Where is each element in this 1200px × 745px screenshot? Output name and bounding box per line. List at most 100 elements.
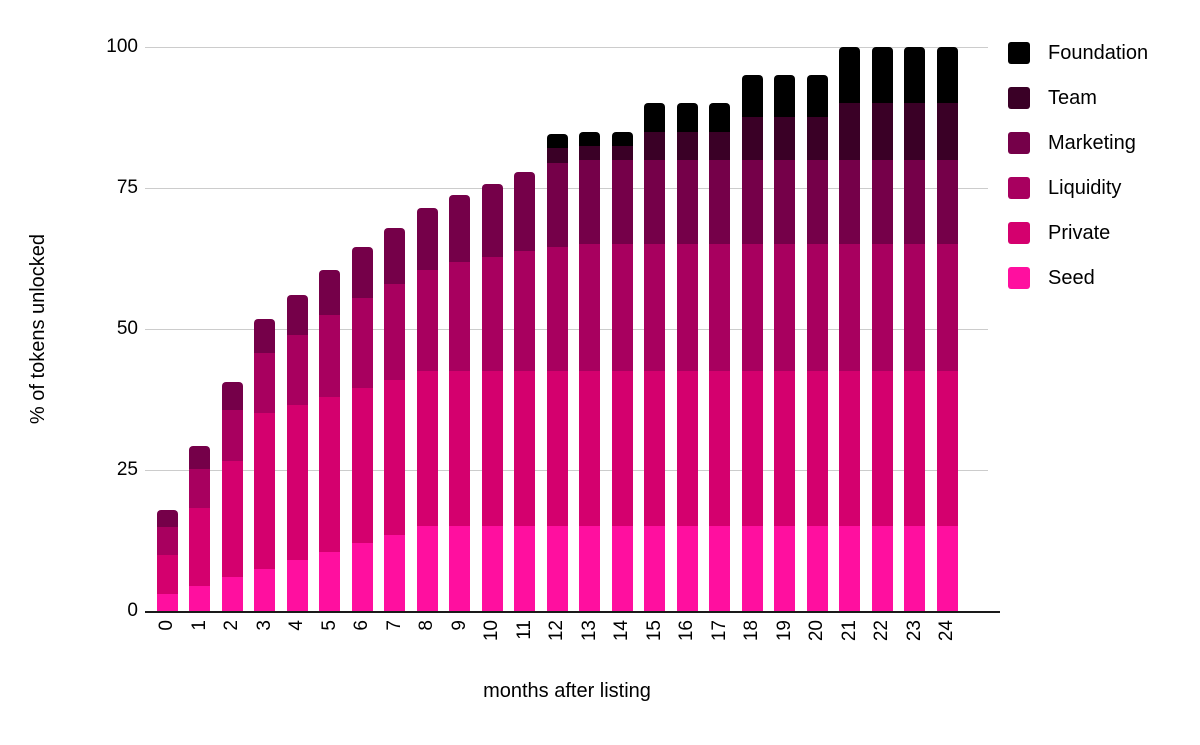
bar-segment-private[interactable] (871, 371, 893, 527)
bar-segment-marketing[interactable] (839, 159, 860, 245)
legend-item-seed[interactable]: Seed (1008, 266, 1095, 290)
bar-segment-liquidity[interactable] (351, 297, 373, 389)
bar-segment-private[interactable] (449, 371, 470, 527)
bar-segment-team[interactable] (936, 103, 958, 160)
bar-segment-marketing[interactable] (156, 510, 178, 527)
bar-segment-team[interactable] (611, 145, 633, 160)
bar-segment-marketing[interactable] (871, 159, 893, 245)
bar-segment-seed[interactable] (774, 526, 795, 611)
bar-segment-seed[interactable] (351, 543, 373, 611)
bar-segment-marketing[interactable] (741, 159, 763, 245)
bar-segment-liquidity[interactable] (806, 244, 828, 372)
bar-segment-seed[interactable] (741, 526, 763, 611)
bar-segment-foundation[interactable] (546, 134, 568, 149)
bar-segment-foundation[interactable] (741, 75, 763, 118)
bar-segment-team[interactable] (676, 131, 698, 160)
bar-segment-team[interactable] (774, 117, 795, 160)
bar-segment-private[interactable] (774, 371, 795, 527)
bar-segment-team[interactable] (871, 103, 893, 160)
bar-segment-marketing[interactable] (481, 183, 503, 257)
bar-segment-team[interactable] (806, 117, 828, 160)
bar-segment-marketing[interactable] (449, 194, 470, 263)
bar-segment-seed[interactable] (416, 526, 438, 611)
bar-segment-private[interactable] (514, 371, 535, 527)
bar-segment-marketing[interactable] (579, 159, 600, 245)
bar-segment-liquidity[interactable] (774, 244, 795, 372)
bar-segment-foundation[interactable] (579, 131, 600, 146)
bar-segment-private[interactable] (936, 371, 958, 527)
legend-item-marketing[interactable]: Marketing (1008, 131, 1136, 155)
bar-segment-seed[interactable] (189, 585, 210, 611)
bar-segment-marketing[interactable] (709, 159, 730, 245)
bar-segment-marketing[interactable] (189, 446, 210, 469)
bar-segment-liquidity[interactable] (676, 244, 698, 372)
bar-segment-seed[interactable] (806, 526, 828, 611)
bar-segment-liquidity[interactable] (481, 256, 503, 372)
bar-segment-liquidity[interactable] (384, 283, 405, 380)
bar-segment-seed[interactable] (904, 526, 925, 611)
bar-segment-marketing[interactable] (319, 269, 340, 315)
bar-segment-team[interactable] (546, 148, 568, 163)
bar-segment-private[interactable] (741, 371, 763, 527)
bar-segment-seed[interactable] (546, 526, 568, 611)
bar-month-19[interactable] (774, 75, 795, 611)
bar-segment-seed[interactable] (936, 526, 958, 611)
bar-segment-team[interactable] (904, 103, 925, 160)
bar-segment-marketing[interactable] (384, 227, 405, 284)
bar-month-8[interactable] (416, 207, 438, 611)
bar-segment-private[interactable] (481, 371, 503, 527)
bar-month-12[interactable] (546, 134, 568, 611)
bar-segment-seed[interactable] (286, 560, 308, 611)
bar-segment-seed[interactable] (384, 534, 405, 611)
bar-month-16[interactable] (676, 103, 698, 611)
bar-segment-foundation[interactable] (839, 47, 860, 104)
bar-month-18[interactable] (741, 75, 763, 611)
legend-item-private[interactable]: Private (1008, 221, 1110, 245)
bar-segment-liquidity[interactable] (449, 262, 470, 372)
bar-segment-liquidity[interactable] (839, 244, 860, 372)
bar-segment-foundation[interactable] (806, 75, 828, 118)
bar-segment-liquidity[interactable] (644, 244, 665, 372)
bar-segment-foundation[interactable] (871, 47, 893, 104)
bar-segment-marketing[interactable] (351, 247, 373, 298)
bar-segment-seed[interactable] (221, 577, 243, 611)
bar-segment-private[interactable] (611, 371, 633, 527)
bar-segment-liquidity[interactable] (709, 244, 730, 372)
bar-segment-marketing[interactable] (904, 159, 925, 245)
bar-segment-private[interactable] (351, 388, 373, 544)
bar-segment-liquidity[interactable] (546, 247, 568, 372)
bar-segment-liquidity[interactable] (416, 269, 438, 372)
bar-month-2[interactable] (221, 382, 243, 611)
bar-segment-team[interactable] (644, 131, 665, 160)
bar-segment-liquidity[interactable] (319, 314, 340, 397)
bar-month-14[interactable] (611, 131, 633, 611)
bar-month-0[interactable] (156, 510, 178, 611)
bar-segment-foundation[interactable] (644, 103, 665, 132)
bar-segment-liquidity[interactable] (221, 410, 243, 461)
bar-segment-private[interactable] (254, 413, 275, 569)
bar-month-9[interactable] (449, 194, 470, 611)
bar-segment-private[interactable] (416, 371, 438, 527)
bar-segment-seed[interactable] (839, 526, 860, 611)
bar-month-3[interactable] (254, 319, 275, 611)
bar-segment-marketing[interactable] (416, 207, 438, 270)
bar-segment-private[interactable] (644, 371, 665, 527)
bar-segment-private[interactable] (676, 371, 698, 527)
bar-segment-liquidity[interactable] (189, 468, 210, 509)
bar-segment-liquidity[interactable] (286, 334, 308, 406)
bar-month-11[interactable] (514, 172, 535, 611)
bar-segment-marketing[interactable] (676, 159, 698, 245)
bar-month-22[interactable] (871, 47, 893, 611)
bar-segment-private[interactable] (546, 371, 568, 527)
bar-segment-seed[interactable] (611, 526, 633, 611)
bar-month-7[interactable] (384, 227, 405, 612)
bar-segment-private[interactable] (319, 396, 340, 552)
bar-segment-seed[interactable] (676, 526, 698, 611)
bar-month-21[interactable] (839, 47, 860, 611)
bar-segment-foundation[interactable] (904, 47, 925, 104)
bar-month-10[interactable] (481, 183, 503, 612)
bar-month-23[interactable] (904, 47, 925, 611)
bar-segment-seed[interactable] (319, 551, 340, 611)
bar-segment-liquidity[interactable] (514, 251, 535, 372)
bar-segment-liquidity[interactable] (741, 244, 763, 372)
